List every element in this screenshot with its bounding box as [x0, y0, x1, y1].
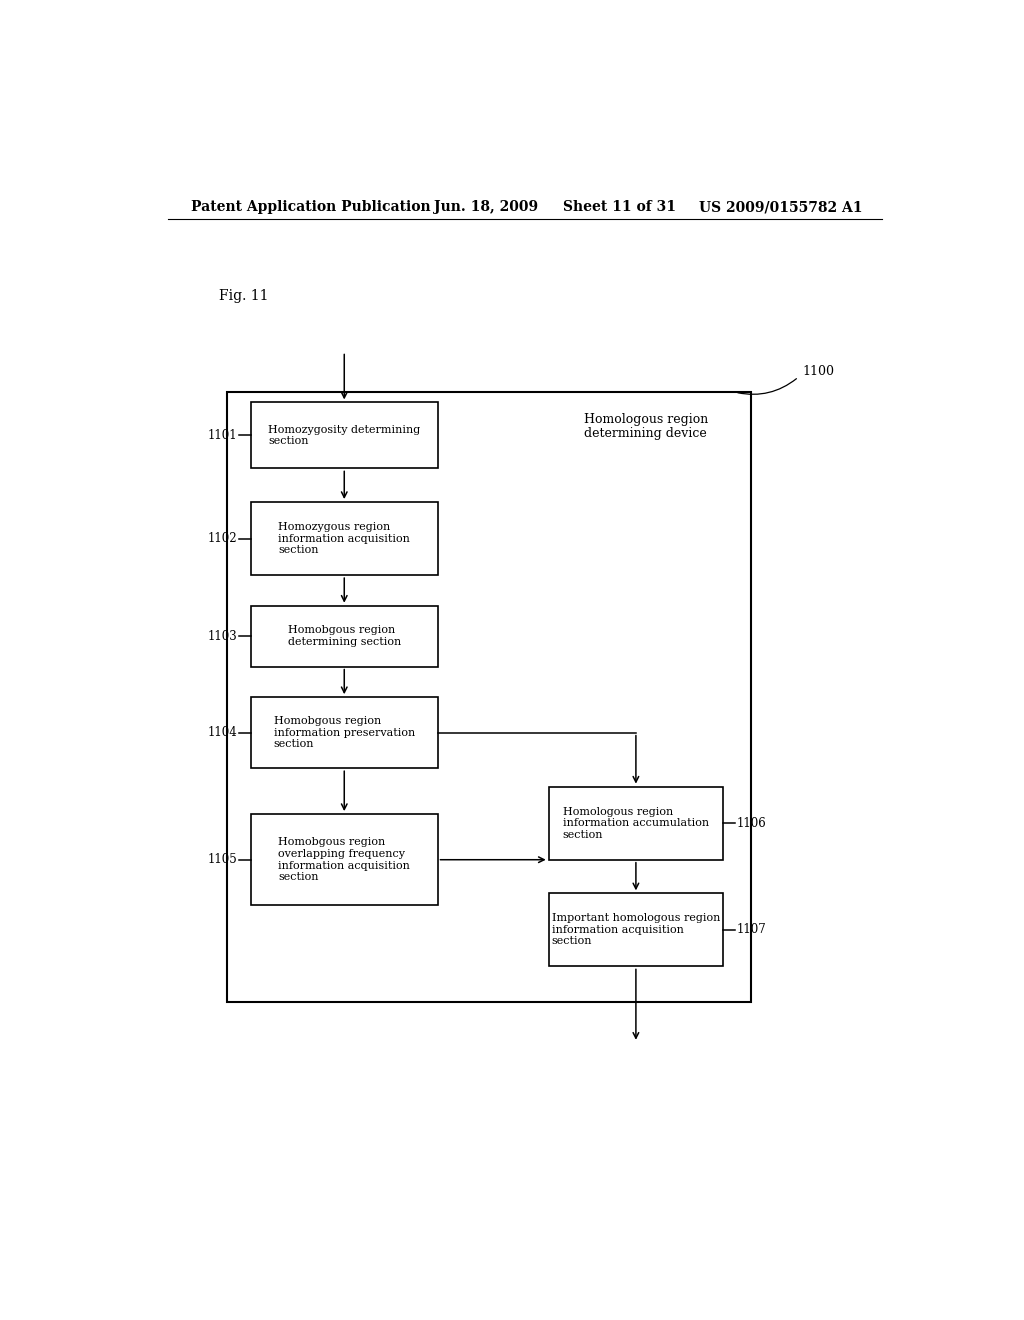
- Text: 1102: 1102: [208, 532, 238, 545]
- Text: 1106: 1106: [736, 817, 766, 830]
- Bar: [549, 894, 723, 966]
- Text: Important homologous region
information acquisition
section: Important homologous region information …: [552, 913, 720, 946]
- Text: Homobgous region
overlapping frequency
information acquisition
section: Homobgous region overlapping frequency i…: [279, 837, 411, 882]
- Text: Sheet 11 of 31: Sheet 11 of 31: [563, 201, 676, 214]
- Text: Fig. 11: Fig. 11: [219, 289, 268, 302]
- Text: 1101: 1101: [208, 429, 238, 442]
- Bar: [251, 606, 437, 667]
- Text: 1103: 1103: [208, 630, 238, 643]
- Text: 1100: 1100: [803, 366, 835, 379]
- Text: US 2009/0155782 A1: US 2009/0155782 A1: [699, 201, 863, 214]
- Bar: [251, 403, 437, 469]
- Text: Homologous region
determining device: Homologous region determining device: [585, 412, 709, 441]
- Text: 1107: 1107: [736, 924, 766, 936]
- Text: Patent Application Publication: Patent Application Publication: [191, 201, 431, 214]
- Bar: [251, 502, 437, 576]
- Text: Homozygous region
information acquisition
section: Homozygous region information acquisitio…: [279, 521, 411, 556]
- Text: Jun. 18, 2009: Jun. 18, 2009: [433, 201, 538, 214]
- Text: 1104: 1104: [208, 726, 238, 739]
- Text: Homozygosity determining
section: Homozygosity determining section: [268, 425, 421, 446]
- Bar: [549, 787, 723, 859]
- Text: Homologous region
information accumulation
section: Homologous region information accumulati…: [563, 807, 709, 840]
- Bar: [227, 392, 751, 1002]
- Text: Homobgous region
determining section: Homobgous region determining section: [288, 626, 400, 647]
- Text: Homobgous region
information preservation
section: Homobgous region information preservatio…: [273, 715, 415, 750]
- Text: 1105: 1105: [208, 853, 238, 866]
- Bar: [251, 814, 437, 906]
- Bar: [251, 697, 437, 768]
